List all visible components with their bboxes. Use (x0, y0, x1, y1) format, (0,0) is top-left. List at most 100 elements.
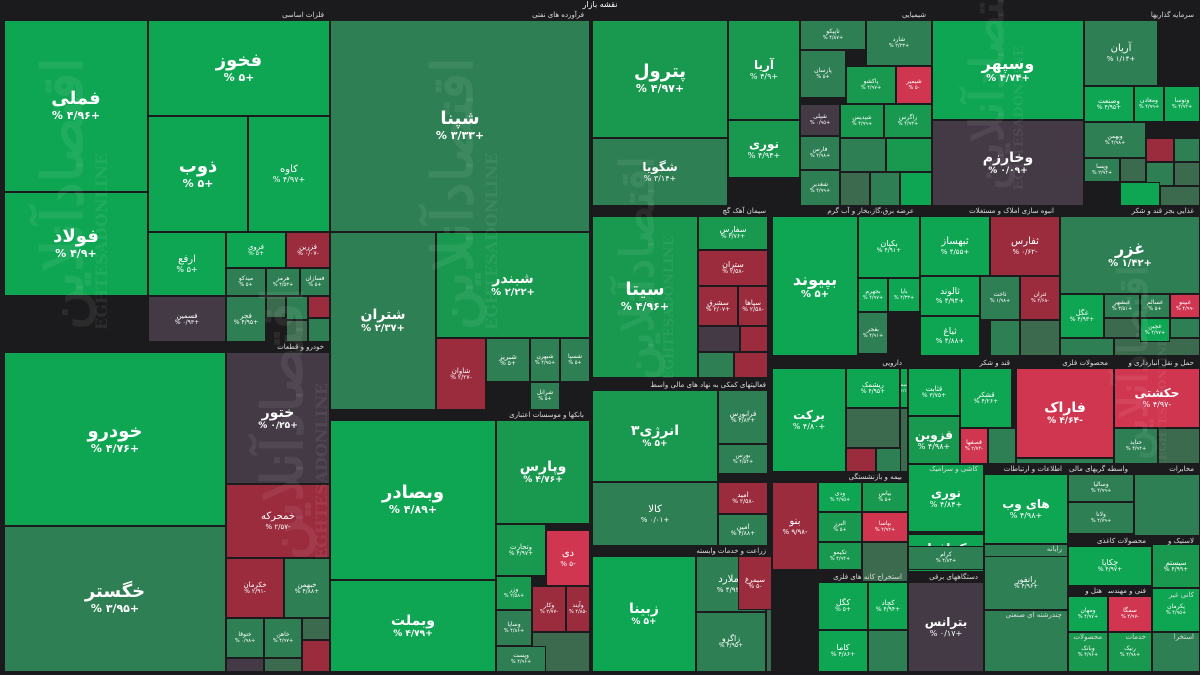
stock-tile[interactable]: شبندر +۲/۲۲ % (436, 232, 590, 338)
minor-stock-cell[interactable] (1160, 186, 1200, 206)
stock-tile[interactable]: پاکشو +۴/۹۷ % (846, 66, 896, 104)
minor-stock-cell[interactable] (870, 172, 900, 206)
stock-tile[interactable]: ختور +۰/۲۵ % (226, 352, 330, 484)
stock-tile[interactable]: غزر +۱/۴۲ % (1060, 216, 1200, 294)
minor-stock-cell[interactable] (772, 570, 818, 572)
stock-tile[interactable]: شگویا +۳/۱۴ % (592, 138, 728, 206)
stock-tile[interactable]: شپنا +۳/۳۳ % (330, 20, 590, 232)
minor-stock-cell[interactable] (740, 326, 768, 352)
minor-stock-cell[interactable] (266, 296, 286, 318)
minor-stock-cell[interactable] (990, 320, 1020, 356)
stock-tile[interactable]: شبهرن +۴/۹۵ % (530, 338, 560, 382)
stock-tile[interactable]: آریان +۱/۱۴ % (1084, 20, 1158, 86)
minor-stock-cell[interactable] (886, 138, 932, 172)
stock-tile[interactable]: ثفارس -۰/۶۲ % (990, 216, 1060, 276)
minor-stock-cell[interactable] (1134, 474, 1200, 536)
minor-stock-cell[interactable] (302, 618, 330, 640)
stock-tile[interactable]: شتران +۲/۳۷ % (330, 232, 436, 410)
minor-stock-cell[interactable] (698, 352, 734, 378)
stock-tile[interactable]: غبشهر +۳/۵۱ % (1104, 294, 1140, 318)
stock-tile[interactable]: ودی +۴/۹۵ % (818, 482, 862, 512)
stock-tile[interactable]: دی -۵ % (546, 530, 590, 586)
stock-tile[interactable]: بجهرم +۴/۹۷ % (858, 278, 888, 312)
stock-tile[interactable]: وسالیا +۴/۹۹ % (1068, 474, 1134, 502)
minor-stock-cell[interactable] (984, 610, 1068, 672)
minor-stock-cell[interactable] (286, 320, 308, 342)
stock-tile[interactable]: بورس +۴/۵۴ % (718, 444, 768, 474)
stock-tile[interactable]: فارس +۴/۹۸ % (800, 136, 840, 170)
stock-tile[interactable]: فخوز +۵ % (148, 20, 330, 116)
minor-stock-cell[interactable] (1104, 318, 1140, 338)
minor-stock-cell[interactable] (868, 630, 908, 672)
stock-tile[interactable]: امید -۲/۵۸ % (718, 482, 768, 514)
stock-tile[interactable]: خمحرکه -۲/۵۷ % (226, 484, 330, 558)
stock-tile[interactable]: نوری +۴/۹۴ % (728, 120, 800, 178)
minor-stock-cell[interactable] (900, 408, 908, 472)
stock-tile[interactable]: وپست +۴/۹۶ % (496, 646, 546, 672)
minor-stock-cell[interactable] (840, 172, 870, 206)
stock-tile[interactable]: شارد +۲/۲۳ % (866, 20, 932, 66)
stock-tile[interactable]: ومعادن +۴/۹۹ % (1134, 86, 1164, 122)
stock-tile[interactable]: وتوسا +۴/۹۴ % (1164, 86, 1200, 122)
stock-tile[interactable]: میدکو +۵ % (226, 268, 266, 296)
stock-tile[interactable]: پارسان +۵ % (800, 50, 846, 98)
stock-tile[interactable]: البرز +۵ % (818, 512, 862, 542)
stock-tile[interactable]: کرام +۴/۸۳ % (908, 546, 984, 570)
stock-tile[interactable]: امین +۴/۸۸ % (718, 514, 768, 546)
minor-stock-cell[interactable] (900, 172, 932, 206)
stock-tile[interactable]: قصفها -۲/۷۴ % (960, 428, 988, 464)
minor-stock-cell[interactable] (286, 296, 308, 320)
stock-tile[interactable]: ومهان +۴/۹۷ % (1068, 596, 1108, 632)
stock-tile[interactable]: فسمین +۰/۹۳ % (148, 296, 226, 342)
minor-stock-cell[interactable] (1120, 158, 1146, 182)
minor-stock-cell[interactable] (264, 658, 302, 672)
minor-stock-cell[interactable] (1060, 338, 1114, 356)
stock-tile[interactable]: فزرین -۰/۰۷ % (286, 232, 330, 268)
stock-tile[interactable]: تکیمو +۴/۹۴ % (818, 542, 862, 570)
stock-tile[interactable]: برکت +۴/۸۰ % (772, 368, 846, 472)
stock-tile[interactable]: کاما +۴/۸۶ % (818, 630, 868, 672)
stock-tile[interactable]: هرمز +۴/۵۳ % (266, 268, 300, 296)
stock-tile[interactable]: وبصادر +۴/۸۹ % (330, 420, 496, 580)
stock-tile[interactable]: خبهمن +۴/۸۸ % (284, 558, 330, 618)
stock-tile[interactable]: خگستر +۳/۹۵ % (4, 526, 226, 672)
minor-stock-cell[interactable] (226, 658, 264, 672)
stock-tile[interactable]: ثتران -۲/۶۸ % (1020, 276, 1060, 320)
stock-tile[interactable]: ذوب +۵ % (148, 116, 248, 232)
minor-stock-cell[interactable] (858, 354, 920, 356)
stock-tile[interactable]: ثاخت +۱/۹۸ % (980, 276, 1020, 320)
minor-stock-cell[interactable] (1120, 182, 1160, 206)
stock-tile[interactable]: سیستم +۴/۹۹ % (1152, 544, 1200, 588)
stock-tile[interactable]: تاپیکو +۴/۸۷ % (800, 20, 866, 50)
minor-stock-cell[interactable] (1016, 458, 1114, 464)
stock-tile[interactable]: زاگرس +۴/۹۳ % (884, 104, 932, 138)
stock-tile[interactable]: وبهمن +۴/۹۸ % (1084, 122, 1146, 158)
stock-tile[interactable]: فجر +۴/۹۵ % (226, 296, 266, 342)
stock-tile[interactable]: کگل +۵ % (818, 582, 868, 630)
stock-tile[interactable]: شیمیر -۵ % (896, 66, 932, 104)
stock-tile[interactable]: فملی +۴/۹۶ % (4, 20, 148, 192)
stock-tile[interactable]: کالا +۰/۰۱ % (592, 482, 718, 546)
stock-tile[interactable]: شرانل +۵ % (530, 382, 560, 410)
minor-stock-cell[interactable] (734, 352, 768, 378)
stock-tile[interactable]: شغدیر +۴/۹۹ % (800, 170, 840, 206)
stock-tile[interactable]: وپسا +۲/۹۴ % (1084, 158, 1120, 182)
stock-tile[interactable]: آریا +۴/۹ % (728, 20, 800, 120)
stock-tile[interactable]: وخارزم +۰/۰۹ % (932, 120, 1084, 206)
stock-tile[interactable]: ستران -۲/۵۸ % (698, 250, 768, 286)
stock-tile[interactable]: وزر +۲/۵۸ % (496, 576, 532, 610)
minor-stock-cell[interactable] (1146, 138, 1174, 162)
stock-tile[interactable]: بپاسا +۴/۹۲ % (862, 512, 908, 542)
stock-tile[interactable]: قشکر +۴/۲۶ % (960, 368, 1012, 428)
stock-tile[interactable]: سفارس +۳/۷۶ % (698, 216, 768, 250)
stock-tile[interactable]: شاوان -۲/۲۷ % (436, 338, 486, 410)
minor-stock-cell[interactable] (308, 296, 330, 318)
stock-tile[interactable]: وبانک +۴/۹۶ % (1068, 632, 1108, 672)
stock-tile[interactable]: بترانس +۰/۱۷ % (908, 582, 984, 672)
minor-stock-cell[interactable] (1174, 162, 1200, 186)
stock-tile[interactable]: غبینو -۴/۹۹ % (1170, 294, 1200, 318)
stock-tile[interactable]: کاوه +۴/۹۷ % (248, 116, 330, 232)
stock-tile[interactable]: خاهن +۴/۹۷ % (264, 618, 302, 658)
stock-tile[interactable]: وکار -۲/۷۷ % (532, 586, 566, 632)
stock-tile[interactable]: انرژی۳ +۵ % (592, 390, 718, 482)
